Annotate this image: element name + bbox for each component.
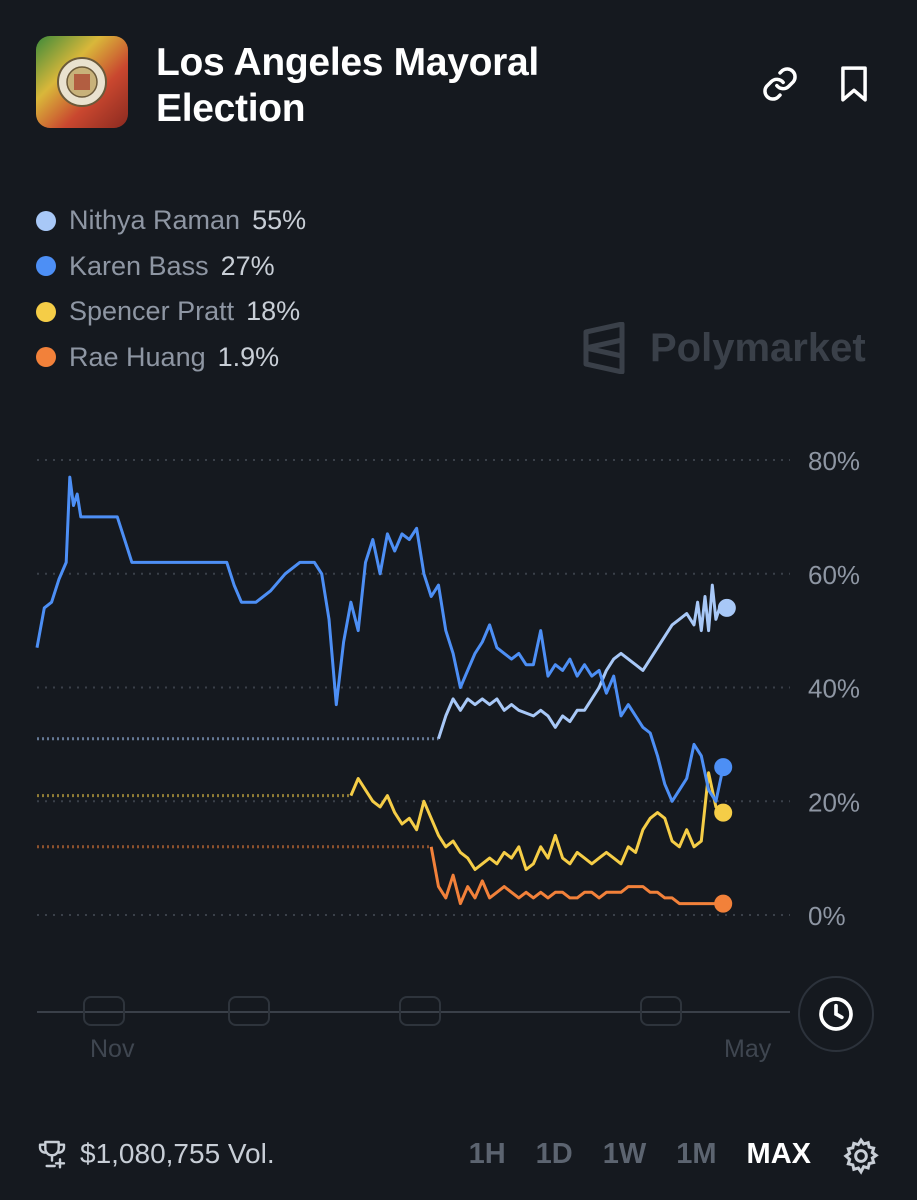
series-line (429, 846, 724, 906)
history-button[interactable] (798, 976, 874, 1052)
x-tick-label: Nov (90, 1035, 135, 1063)
legend-dot (36, 347, 56, 368)
chart-legend: Nithya Raman 55% Karen Bass 27% Spencer … (36, 198, 306, 380)
legend-dot (36, 210, 56, 231)
legend-name: Nithya Raman (69, 205, 241, 236)
timeline-handle[interactable] (83, 996, 125, 1026)
page-title: Los Angeles Mayoral Election (156, 41, 539, 130)
polymarket-watermark: Polymarket (582, 320, 866, 376)
x-tick-label: May (724, 1035, 772, 1063)
range-max[interactable]: MAX (746, 1138, 811, 1170)
timeline-handle[interactable] (640, 996, 682, 1026)
copy-link-button[interactable] (760, 64, 800, 104)
time-range-selector: 1H 1D 1W 1M MAX (439, 1138, 811, 1171)
volume-info: $1,080,755 Vol. (36, 1138, 275, 1170)
legend-percent: 27% (220, 250, 275, 281)
series-line (35, 475, 725, 803)
legend-item-karen-bass: Karen Bass 27% (36, 244, 306, 290)
series-end-dot (714, 758, 733, 777)
chart-settings-button[interactable] (841, 1136, 881, 1181)
series-line (437, 583, 727, 740)
legend-percent: 55% (252, 205, 307, 236)
clock-icon (819, 997, 853, 1031)
trophy-icon (38, 1140, 66, 1169)
brand-name: Polymarket (650, 325, 866, 370)
legend-dot (36, 301, 56, 322)
timeline-handle[interactable] (228, 996, 270, 1026)
y-tick-label: 60% (808, 560, 860, 590)
series-end-dot (717, 598, 736, 617)
range-1h[interactable]: 1H (468, 1138, 506, 1170)
legend-item-nithya-raman: Nithya Raman 55% (36, 198, 306, 244)
market-logo (36, 36, 128, 128)
y-tick-label: 20% (808, 787, 860, 817)
legend-percent: 18% (246, 296, 301, 327)
polymarket-logo-icon (583, 322, 625, 374)
y-tick-label: 40% (808, 674, 860, 704)
gear-icon (843, 1137, 879, 1175)
bookmark-button[interactable] (834, 64, 874, 104)
series-end-dot (714, 894, 733, 913)
legend-dot (36, 256, 56, 277)
series-line (349, 771, 725, 871)
link-icon (763, 67, 797, 101)
series-end-dot (714, 803, 733, 822)
chart-footer: $1,080,755 Vol. 1H 1D 1W 1M MAX (36, 1132, 881, 1180)
timeline-handle[interactable] (399, 996, 441, 1026)
legend-item-rae-huang: Rae Huang 1.9% (36, 335, 306, 381)
y-tick-label: 80% (808, 446, 860, 476)
y-tick-label: 0% (808, 901, 846, 931)
price-chart[interactable]: 80% 60% 40% 20% 0% Nov May (0, 440, 917, 1080)
legend-name: Rae Huang (69, 341, 206, 372)
range-1w[interactable]: 1W (602, 1138, 647, 1170)
market-header: Los Angeles Mayoral Election (36, 36, 881, 136)
bookmark-icon (841, 66, 867, 102)
legend-name: Spencer Pratt (69, 296, 235, 327)
volume-text: $1,080,755 Vol. (80, 1138, 275, 1169)
legend-percent: 1.9% (217, 341, 280, 372)
legend-name: Karen Bass (69, 250, 209, 281)
legend-item-spencer-pratt: Spencer Pratt 18% (36, 289, 306, 335)
range-1m[interactable]: 1M (676, 1138, 717, 1170)
range-1d[interactable]: 1D (535, 1138, 573, 1170)
